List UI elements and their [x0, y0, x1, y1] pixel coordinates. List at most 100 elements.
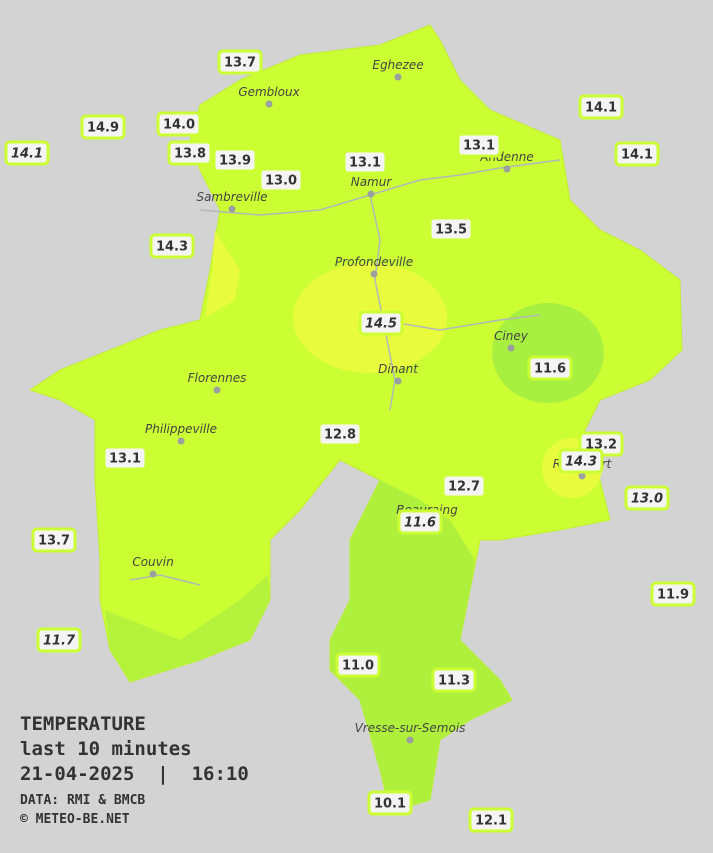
legend-period: last 10 minutes: [20, 738, 192, 760]
station: 12.7: [441, 473, 487, 499]
place-name: Florennes: [188, 371, 247, 385]
place-name: Gembloux: [238, 85, 300, 99]
station-value: 14.1: [621, 148, 653, 163]
legend-source: DATA: RMI & BMCB: [20, 793, 145, 808]
station-box: [650, 581, 696, 607]
place-dot: [370, 270, 378, 278]
station: 13.0: [624, 485, 670, 511]
station: 14.3: [558, 448, 604, 474]
station: 11.6: [527, 355, 573, 381]
place-name: Eghezee: [372, 58, 423, 72]
station-value: 12.1: [475, 814, 507, 829]
station-box: [156, 111, 202, 137]
station: 14.5: [358, 310, 404, 336]
station-value: 14.5: [365, 317, 397, 332]
place-dot: [503, 165, 511, 173]
station-box: [335, 652, 381, 678]
legend-copyright: © METEO-BE.NET: [20, 812, 130, 827]
place-dot: [406, 736, 414, 744]
place-dot: [367, 190, 375, 198]
station-value: 10.1: [374, 797, 406, 812]
station-box: [317, 421, 363, 447]
station-box: [397, 509, 443, 535]
place-name: Namur: [351, 175, 393, 189]
station-value: 14.0: [163, 118, 195, 133]
station-box: [527, 355, 573, 381]
legend-datetime: 21-04-2025 | 16:10: [20, 763, 249, 785]
station-value: 14.9: [87, 121, 119, 136]
station-value: 13.1: [109, 452, 141, 467]
station-box: [431, 667, 477, 693]
warm-zone: [205, 230, 240, 318]
station-box: [441, 473, 487, 499]
river: [129, 159, 561, 586]
station-box: [217, 49, 263, 75]
station-value: 13.0: [631, 492, 663, 507]
station: 11.7: [36, 627, 82, 653]
station-box: [428, 216, 474, 242]
station: 13.9: [212, 147, 258, 173]
station-value: 11.7: [43, 634, 76, 649]
place-name: Philippeville: [145, 422, 217, 436]
station-box: [558, 448, 604, 474]
station-value: 13.5: [435, 223, 467, 238]
place-name: Sambreville: [196, 190, 267, 204]
station: 11.3: [431, 667, 477, 693]
place-name: Dinant: [378, 362, 419, 376]
place-dot: [394, 73, 402, 81]
cool-zone: [330, 480, 512, 812]
station: 13.1: [456, 132, 502, 158]
station-value: 11.9: [657, 588, 689, 603]
station: 13.1: [102, 445, 148, 471]
cool-zone: [492, 303, 604, 403]
station-box: [36, 627, 82, 653]
station-value: 13.0: [265, 174, 297, 189]
place-dot: [578, 472, 586, 480]
station-box: [468, 807, 514, 833]
station-value: 13.9: [219, 154, 251, 169]
station-box: [614, 141, 660, 167]
station-box: [31, 527, 77, 553]
station: 13.0: [258, 167, 304, 193]
station: 12.8: [317, 421, 363, 447]
station-box: [578, 94, 624, 120]
station-box: [149, 233, 195, 259]
station-box: [80, 114, 126, 140]
place-dot: [507, 344, 515, 352]
station: 13.1: [342, 149, 388, 175]
station-value: 11.3: [438, 674, 470, 689]
station-value: 13.1: [463, 139, 495, 154]
station-box: [624, 485, 670, 511]
station: 12.1: [468, 807, 514, 833]
station-value: 12.8: [324, 428, 356, 443]
station-box: [342, 149, 388, 175]
place-name: Profondeville: [335, 255, 413, 269]
station-value: 14.1: [11, 147, 43, 162]
station: 14.1: [614, 141, 660, 167]
place-dot: [177, 437, 185, 445]
station-box: [456, 132, 502, 158]
place-dot: [394, 377, 402, 385]
cool-zone: [105, 575, 270, 682]
station-box: [258, 167, 304, 193]
station-box: [4, 140, 50, 166]
place-dot: [149, 570, 157, 578]
station-box: [212, 147, 258, 173]
station: 13.8: [167, 140, 213, 166]
place-name: Ciney: [494, 329, 529, 343]
station-value: 13.7: [224, 56, 256, 71]
station: 10.1: [367, 790, 413, 816]
station-box: [167, 140, 213, 166]
station: 13.7: [217, 49, 263, 75]
station: 11.9: [650, 581, 696, 607]
station-value: 12.7: [448, 480, 480, 495]
station-value: 14.3: [156, 240, 188, 255]
station-value: 11.0: [342, 659, 374, 674]
station-box: [102, 445, 148, 471]
place-dot: [228, 205, 236, 213]
station-value: 11.6: [404, 516, 436, 531]
station-box: [367, 790, 413, 816]
station-value: 14.1: [585, 101, 617, 116]
station: 14.1: [578, 94, 624, 120]
